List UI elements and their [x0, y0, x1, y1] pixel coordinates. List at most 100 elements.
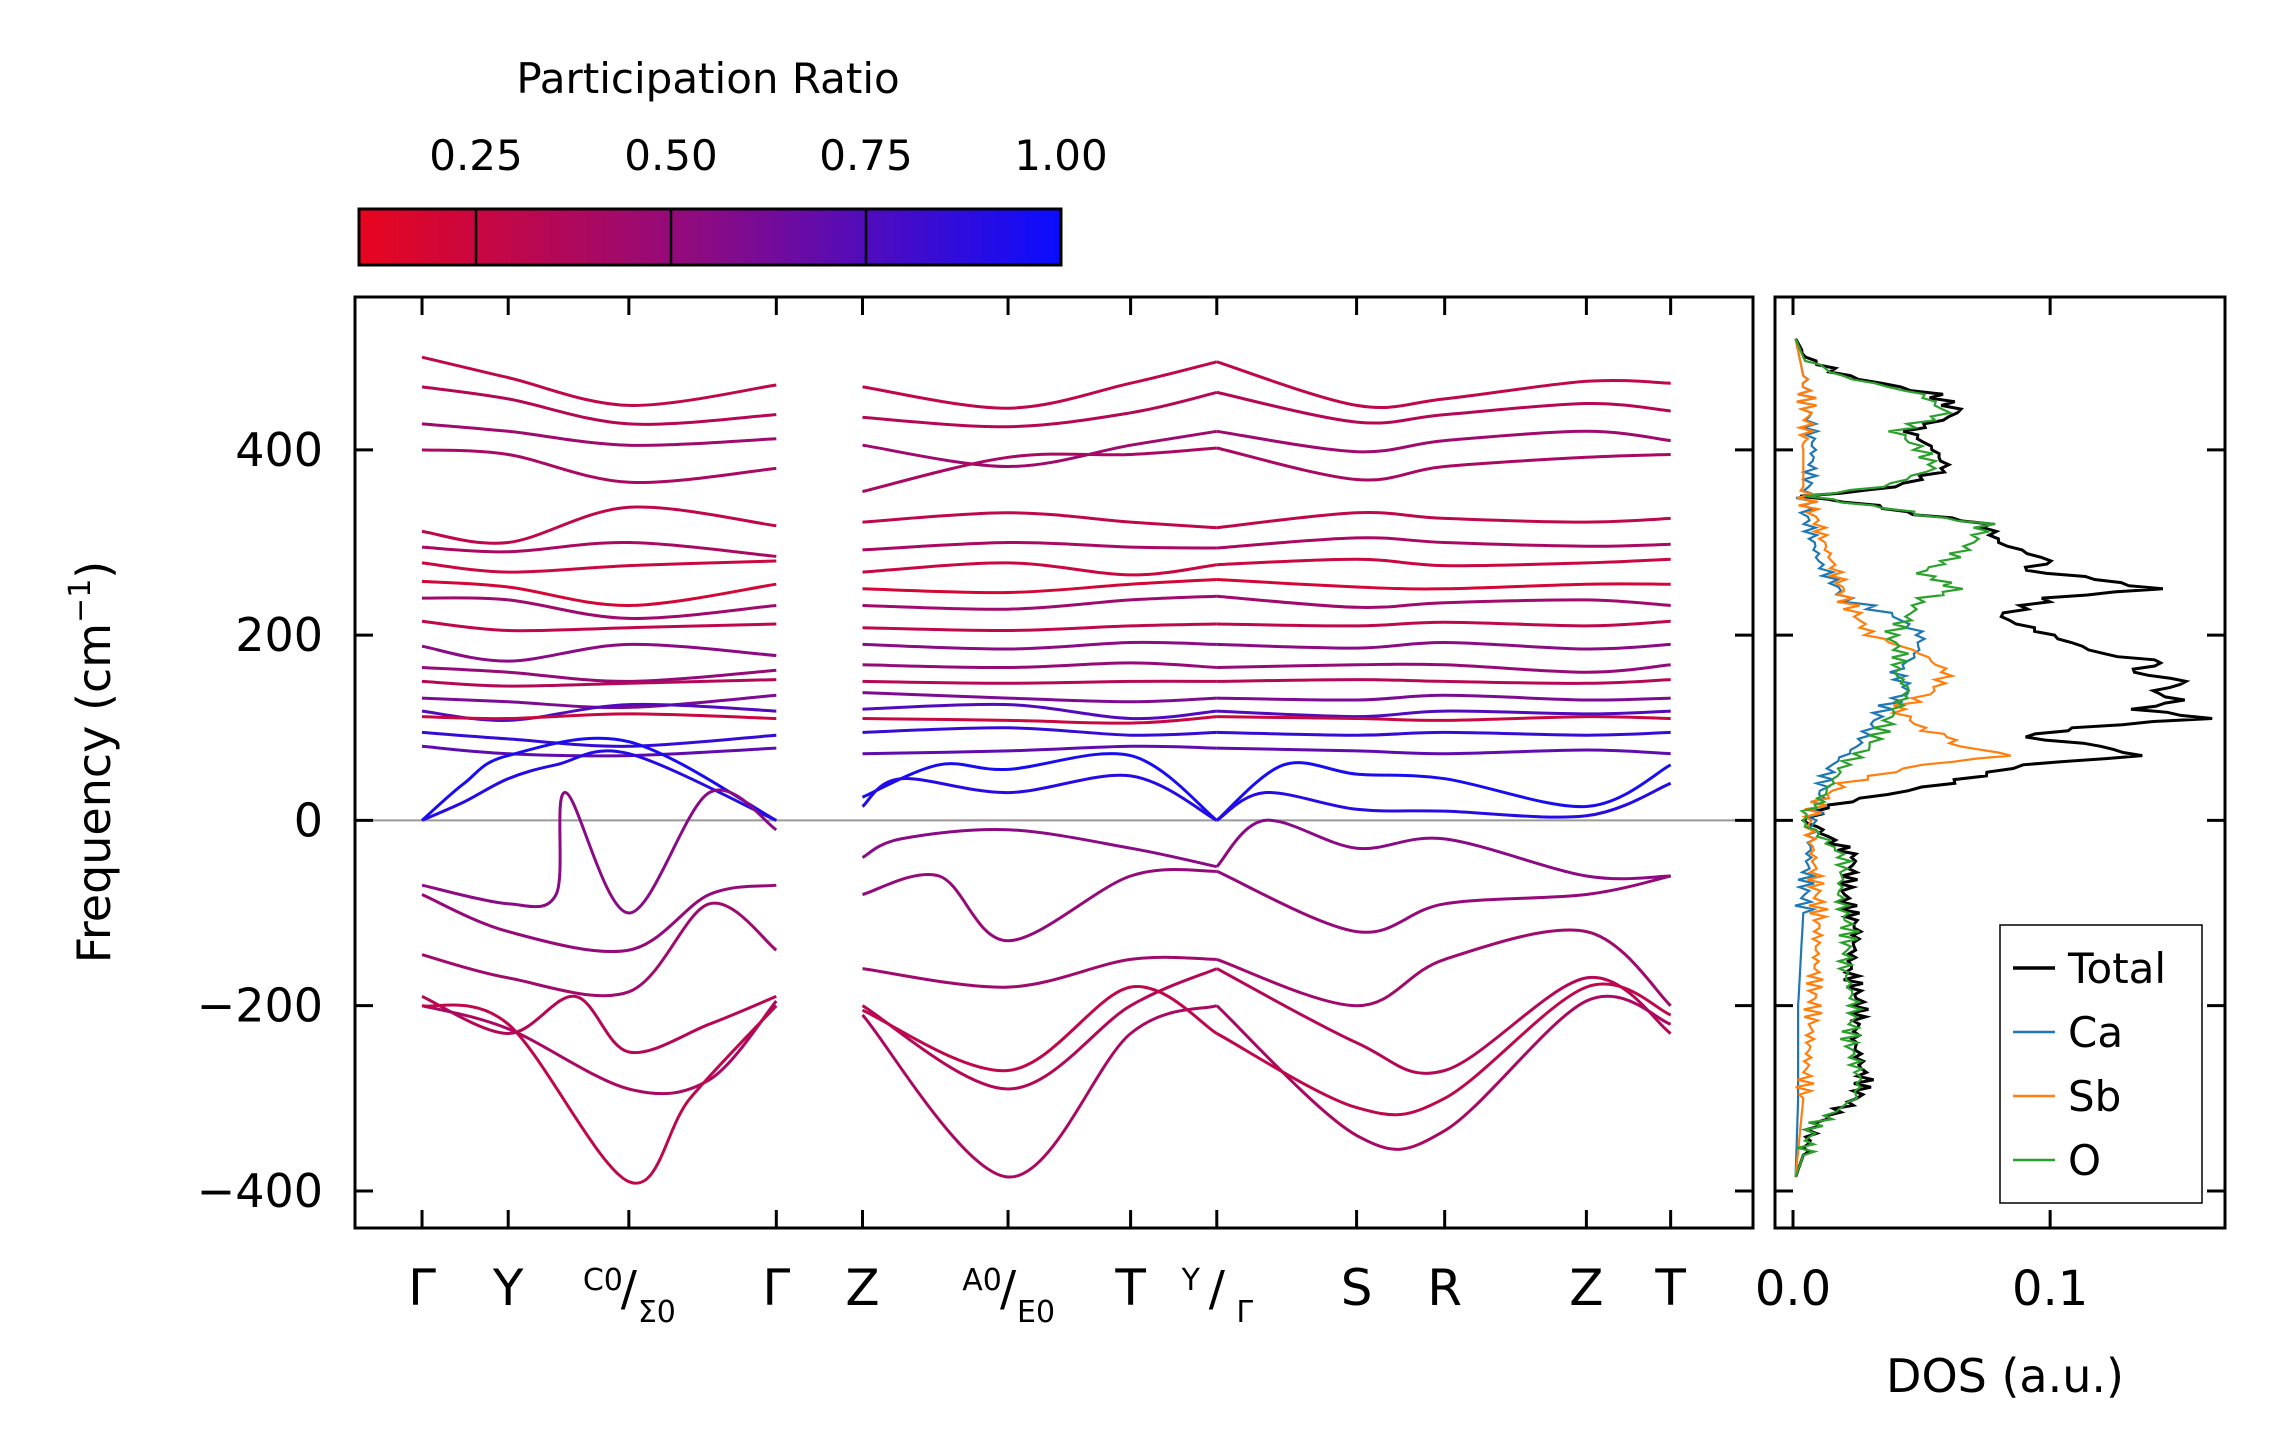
band-branch: [1216, 678, 1671, 685]
band-branch: [1216, 594, 1671, 609]
dos-x-tick-label: 0.1: [2012, 1261, 2088, 1317]
band-branch: [1215, 818, 1671, 881]
dos-series-sb: [1794, 338, 2011, 1178]
x-tick-label-top: Y: [1181, 1263, 1201, 1298]
band-branch: [861, 1004, 1218, 1179]
band-branch: [862, 578, 1217, 595]
band-branch: [421, 1003, 778, 1185]
colorbar-tick-label: 0.75: [819, 131, 913, 180]
x-tick-label: Γ: [408, 1259, 436, 1317]
band-branch: [1216, 746, 1671, 756]
dos-legend: Total Ca Sb O: [1999, 924, 2203, 1204]
dos-panel: 0.0 0.1 DOS (a.u.) Total Ca Sb O: [1755, 295, 2227, 1403]
band-branch: [421, 994, 777, 1055]
x-tick-label-top: A0: [962, 1263, 1002, 1298]
band-branch: [1215, 781, 1672, 822]
x-tick-label: T: [1654, 1259, 1686, 1317]
band-branch: [421, 505, 777, 545]
x-tick-label-bottom: Σ0: [638, 1295, 676, 1330]
y-axis-label: Frequency (cm−1): [63, 561, 121, 964]
band-lines: [421, 355, 1672, 1185]
dos-series-total: [1794, 337, 2213, 1178]
x-tick-label-bottom: Γ: [1236, 1295, 1253, 1330]
band-branch: [861, 827, 1218, 869]
x-tick-label: Y: [492, 1259, 524, 1317]
band-branch: [421, 666, 777, 683]
band-branch: [421, 385, 777, 426]
band-branch: [862, 446, 1217, 493]
band-branch: [862, 679, 1217, 685]
band-branch: [1215, 761, 1672, 822]
y-tick-label: −400: [197, 1164, 323, 1218]
legend-frame: [1999, 924, 2203, 1204]
band-branch: [861, 967, 1218, 1091]
band-y-ticks: −400 −200 0 200 400: [197, 423, 2225, 1218]
y-axis-label-superscript: −1: [63, 579, 98, 623]
band-branch: [862, 744, 1217, 756]
y-tick-label: −200: [197, 979, 323, 1033]
band-branch: [1216, 693, 1671, 702]
legend-label-o: O: [2068, 1136, 2101, 1185]
x-tick-label: Z: [1569, 1259, 1603, 1317]
band-branch: [862, 622, 1217, 633]
band-branch: [421, 730, 777, 748]
y-tick-label: 400: [235, 423, 323, 477]
band-branch: [862, 955, 1217, 989]
band-axes-frame: [353, 295, 1755, 1230]
dos-series-ca: [1794, 338, 1928, 1178]
band-branch: [861, 773, 1218, 822]
band-branch: [421, 693, 777, 710]
band-branch: [1216, 619, 1671, 628]
x-tick-label: T: [1114, 1259, 1146, 1317]
band-branch: [862, 661, 1217, 670]
band-branch: [862, 594, 1217, 611]
band-x-ticks: Γ Y C0/Σ0 Γ Z A0/E0 T Y / Γ S R Z T: [408, 297, 1686, 1330]
band-branch: [421, 883, 777, 954]
band-branch: [862, 511, 1217, 530]
band-branch: [862, 702, 1217, 721]
band-branch: [1216, 511, 1671, 530]
y-axis-label-text: Frequency (cm: [67, 623, 121, 963]
dos-x-axis-label: DOS (a.u.): [1886, 1349, 2124, 1403]
band-branch: [1216, 730, 1671, 737]
x-tick-label: Γ: [762, 1259, 790, 1317]
band-branch: [421, 596, 777, 620]
legend-items: Total Ca Sb O: [2013, 944, 2166, 1185]
band-branch: [421, 788, 778, 915]
band-branch: [1216, 640, 1671, 651]
band-branch: [421, 355, 777, 407]
band-branch: [862, 390, 1218, 429]
band-branch: [1216, 536, 1671, 550]
x-tick-label-slash: /: [1000, 1261, 1017, 1317]
band-branch: [1216, 360, 1671, 409]
band-branch: [421, 642, 777, 663]
band-branch: [421, 422, 777, 447]
band-branch: [862, 715, 1217, 725]
x-tick-label-bottom: E0: [1017, 1295, 1055, 1330]
legend-label-total: Total: [2067, 944, 2166, 993]
legend-label-sb: Sb: [2068, 1072, 2121, 1121]
band-branch: [1216, 967, 1672, 1075]
y-tick-label: 0: [294, 793, 323, 847]
band-branch: [421, 579, 777, 608]
band-branch: [1216, 557, 1671, 568]
colorbar-tick-label: 1.00: [1014, 131, 1108, 180]
band-branch: [421, 749, 777, 822]
dos-lines: [1794, 337, 2213, 1178]
band-branch: [862, 360, 1218, 410]
band-branch: [862, 868, 1217, 943]
colorbar-title: Participation Ratio: [516, 54, 899, 103]
x-tick-label-slash: /: [621, 1261, 638, 1317]
y-axis-label-close: ): [67, 561, 121, 579]
band-branch: [1216, 715, 1671, 722]
band-branch: [861, 985, 1218, 1073]
band-branch: [421, 540, 777, 558]
legend-label-ca: Ca: [2068, 1008, 2123, 1057]
colorbar-ticks: 0.25 0.50 0.75 1.00: [429, 131, 1108, 265]
dos-x-tick-label: 0.0: [1755, 1261, 1831, 1317]
dos-series-o: [1794, 338, 1996, 1178]
band-branch: [1216, 446, 1671, 482]
band-branch: [861, 752, 1218, 822]
